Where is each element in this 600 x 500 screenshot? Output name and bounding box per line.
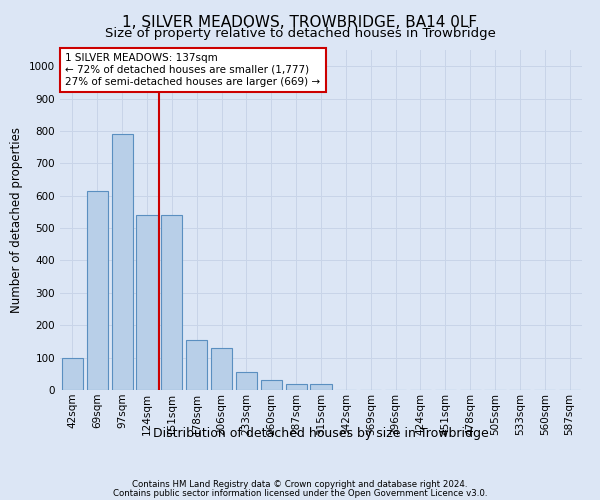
Text: Contains HM Land Registry data © Crown copyright and database right 2024.: Contains HM Land Registry data © Crown c…	[132, 480, 468, 489]
Bar	[62, 358, 83, 390]
Bar	[261, 380, 282, 390]
Bar	[112, 134, 133, 390]
Bar	[236, 372, 257, 390]
Bar	[211, 348, 232, 390]
Bar	[87, 191, 108, 390]
Bar	[161, 215, 182, 390]
Text: Contains public sector information licensed under the Open Government Licence v3: Contains public sector information licen…	[113, 489, 487, 498]
Bar	[310, 384, 332, 390]
Text: 1 SILVER MEADOWS: 137sqm
← 72% of detached houses are smaller (1,777)
27% of sem: 1 SILVER MEADOWS: 137sqm ← 72% of detach…	[65, 54, 320, 86]
Bar	[136, 215, 158, 390]
Text: Size of property relative to detached houses in Trowbridge: Size of property relative to detached ho…	[104, 28, 496, 40]
Bar	[286, 384, 307, 390]
Y-axis label: Number of detached properties: Number of detached properties	[10, 127, 23, 313]
Bar	[186, 340, 207, 390]
Text: Distribution of detached houses by size in Trowbridge: Distribution of detached houses by size …	[153, 428, 489, 440]
Text: 1, SILVER MEADOWS, TROWBRIDGE, BA14 0LF: 1, SILVER MEADOWS, TROWBRIDGE, BA14 0LF	[122, 15, 478, 30]
